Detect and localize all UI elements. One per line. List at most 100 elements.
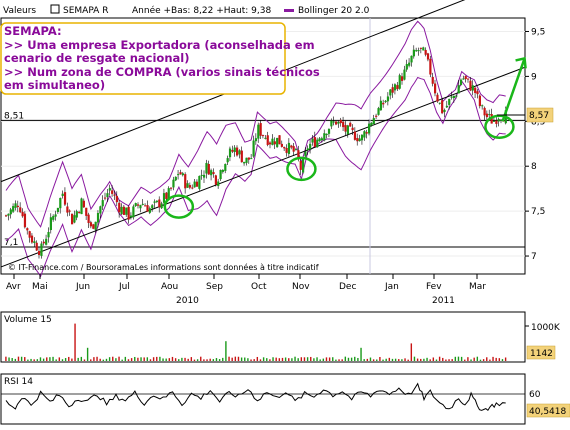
candle-body: [424, 49, 427, 55]
volume-bars: [5, 323, 529, 361]
candle-body: [141, 203, 144, 205]
candle-body: [290, 145, 293, 148]
candle-body: [316, 139, 319, 148]
candle-body: [174, 176, 177, 181]
candle-body: [339, 119, 342, 124]
candle-body: [231, 149, 234, 152]
volume-bar: [203, 359, 205, 361]
candle-body: [349, 122, 352, 127]
volume-bar: [454, 356, 457, 361]
volume-bar: [391, 358, 394, 361]
volume-bar: [407, 359, 409, 361]
candle-body: [401, 76, 404, 81]
volume-bar: [250, 359, 252, 361]
candle-body: [396, 85, 399, 90]
volume-bar: [294, 356, 296, 361]
reference-line-label: 7,1: [4, 238, 18, 248]
volume-last-box: [526, 345, 556, 360]
volume-bar: [39, 357, 42, 361]
rsi-line-group: [1, 382, 525, 412]
volume-bar: [222, 357, 224, 361]
volume-bar: [49, 357, 51, 361]
volume-bar: [275, 357, 277, 361]
volume-bar: [30, 358, 32, 361]
candle-body: [377, 108, 380, 115]
volume-bar: [278, 358, 281, 361]
candle-body: [471, 85, 474, 91]
volume-bar: [96, 356, 98, 361]
candle-body: [52, 216, 55, 220]
candle-body: [224, 163, 227, 171]
candle-body: [207, 163, 210, 175]
year-label: 2010: [176, 296, 199, 306]
candle-body: [257, 124, 260, 139]
month-label: Dec: [339, 282, 356, 292]
volume-bar: [357, 357, 359, 361]
candle-body: [304, 151, 307, 157]
candle-body: [344, 125, 347, 132]
volume-bar: [240, 357, 243, 361]
month-label: Jul: [118, 282, 130, 292]
volume-bar: [467, 357, 469, 361]
candle-body: [457, 85, 460, 94]
candle-body: [155, 200, 159, 202]
volume-bar: [482, 359, 485, 361]
volume-bar: [344, 356, 347, 361]
candle-body: [63, 192, 67, 205]
candle-body: [370, 122, 373, 126]
volume-bar: [438, 356, 441, 361]
candle-body: [309, 143, 312, 150]
candle-body: [221, 169, 225, 172]
volume-bar: [259, 359, 262, 361]
candle-body: [478, 95, 481, 107]
candle-body: [122, 206, 126, 215]
volume-bar: [360, 347, 362, 361]
candle-body: [358, 138, 361, 142]
volume-bar: [451, 359, 453, 361]
candle-body: [495, 120, 498, 124]
candle-body: [236, 147, 239, 156]
volume-bar: [486, 357, 488, 361]
candle-body: [500, 119, 503, 121]
candle-body: [9, 209, 12, 215]
month-label: Sep: [206, 282, 223, 292]
candle-body: [56, 207, 60, 212]
volume-bar: [181, 357, 183, 361]
candle-body: [488, 114, 491, 116]
candle-body: [368, 123, 371, 134]
volume-bar: [105, 358, 108, 361]
candle-body: [408, 62, 411, 66]
volume-bar: [52, 356, 54, 361]
candle-body: [320, 138, 324, 141]
volume-bar: [93, 357, 95, 361]
volume-bar: [401, 359, 403, 361]
candle-body: [426, 53, 430, 60]
price-tick-label: 8: [531, 162, 537, 172]
volume-bar: [64, 358, 67, 361]
candle-body: [243, 161, 246, 164]
price-tick-label: 8,5: [531, 117, 545, 127]
volume-bar: [58, 357, 61, 361]
volume-bar: [376, 359, 378, 361]
candle-body: [247, 157, 250, 160]
candle-body: [153, 201, 156, 203]
candle-body: [137, 204, 140, 206]
candle-body: [28, 231, 31, 238]
volume-bar: [190, 357, 193, 361]
volume-bar: [152, 357, 155, 361]
volume-bar: [300, 357, 303, 361]
rsi-tick-60: 60: [529, 390, 541, 400]
candle-body: [212, 172, 215, 174]
volume-tick-1000k: 1000K: [531, 323, 561, 333]
candle-body: [118, 202, 121, 213]
month-x-axis: Avr Mai Jun Jul Aou Sep Oct Nov Dec Jan Fev Mar 2010…: [6, 274, 486, 306]
month-label: Fev: [426, 282, 442, 292]
candle-body: [462, 78, 465, 80]
candle-body: [419, 47, 423, 49]
candle-body: [280, 143, 283, 147]
bollinger-upper: [5, 20, 506, 228]
candle-body: [434, 83, 437, 94]
candle-body: [365, 132, 368, 134]
volume-bar: [442, 357, 444, 361]
candle-body: [99, 206, 102, 214]
